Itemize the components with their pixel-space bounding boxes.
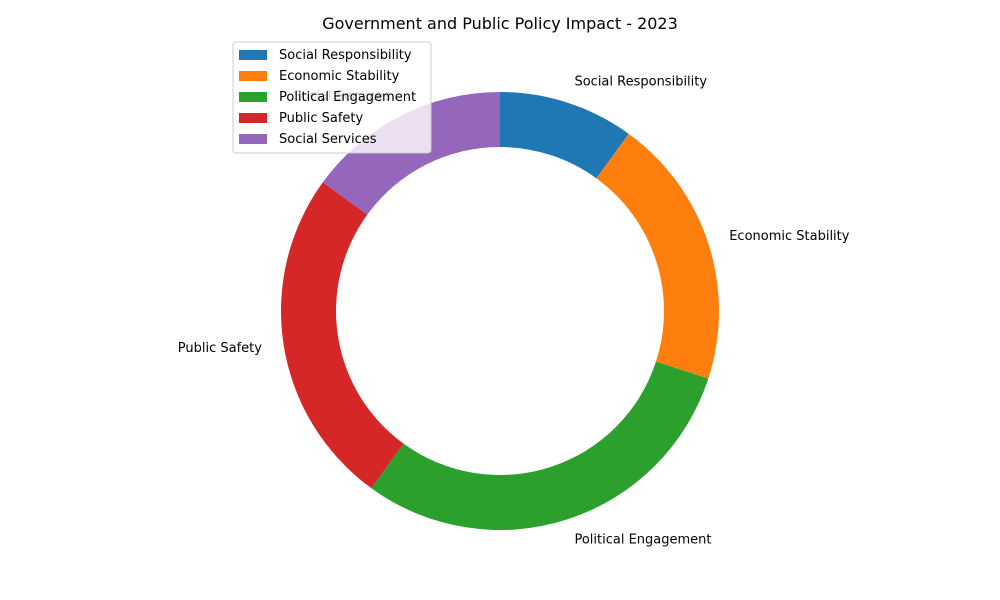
legend-frame [232, 41, 432, 154]
slice-label-social-responsibility: Social Responsibility [574, 74, 707, 89]
legend-label-social-services: Social Services [279, 132, 377, 147]
chart-title: Government and Public Policy Impact - 20… [322, 14, 678, 33]
legend-swatch-public-safety [239, 113, 267, 123]
slice-social-responsibility [500, 92, 629, 179]
slice-economic-stability [596, 133, 719, 379]
slice-label-public-safety: Public Safety [178, 341, 262, 356]
legend-label-public-safety: Public Safety [279, 111, 363, 126]
donut-slices [281, 91, 719, 530]
legend: Social Responsibility Economic Stability P… [232, 41, 432, 154]
legend-label-economic-stability: Economic Stability [279, 69, 400, 84]
slice-public-safety [281, 182, 404, 489]
legend-label-social-responsibility: Social Responsibility [279, 48, 412, 63]
slice-label-political-engagement: Political Engagement [574, 533, 711, 548]
slice-label-economic-stability: Economic Stability [729, 229, 850, 244]
slice-political-engagement [371, 361, 709, 530]
legend-label-political-engagement: Political Engagement [279, 90, 416, 105]
legend-swatch-social-services [239, 134, 267, 144]
legend-swatch-political-engagement [239, 92, 267, 102]
legend-swatch-social-responsibility [239, 50, 267, 60]
legend-swatch-economic-stability [239, 71, 267, 81]
